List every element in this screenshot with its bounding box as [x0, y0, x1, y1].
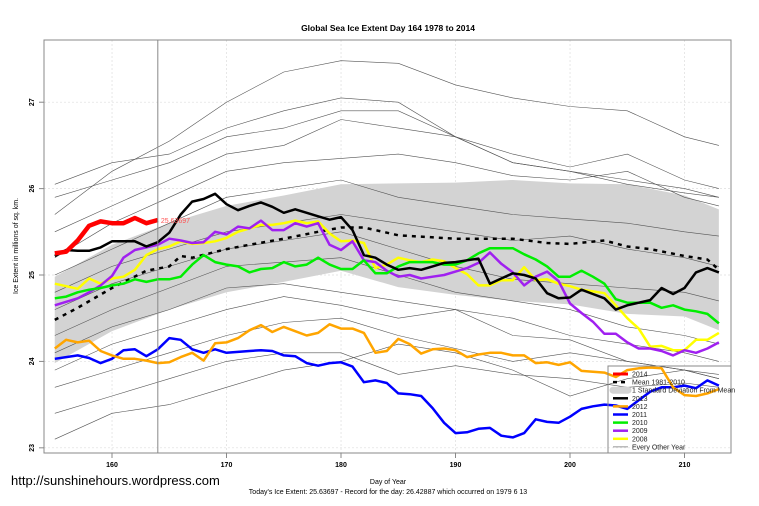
legend-label: 2014: [632, 372, 648, 379]
series-line-2013: [54, 192, 720, 311]
plot-frame: [43, 39, 732, 454]
legend-label: 2011: [632, 412, 647, 419]
x-tick-label: 160: [106, 462, 118, 469]
y-tick-label: 24: [29, 357, 36, 365]
other-year-line: [54, 343, 719, 440]
legend-label: 2012: [632, 404, 648, 411]
x-tick-label: 200: [564, 462, 576, 469]
series-line-2009: [54, 219, 720, 357]
mean-line: [54, 226, 720, 322]
other-year-line: [54, 179, 719, 276]
series-line-2014: [54, 215, 159, 256]
other-year-line: [54, 317, 719, 388]
legend-label: Mean 1981-2010: [632, 380, 685, 387]
series-line-2010: [54, 246, 720, 325]
other-year-line: [54, 60, 719, 215]
x-tick-label: 180: [335, 462, 347, 469]
x-axis-label: Day of Year: [370, 479, 407, 486]
other-year-line: [54, 257, 719, 345]
other-year-line: [54, 153, 719, 258]
legend-label: Every Other Year: [632, 444, 686, 451]
source-url[interactable]: http://sunshinehours.wordpress.com: [11, 473, 220, 488]
y-axis-label: Ice Extent in millions of sq. km.: [13, 198, 20, 294]
legend-label: 2009: [632, 428, 648, 435]
x-tick-label: 210: [679, 462, 691, 469]
other-year-line: [54, 97, 719, 189]
x-tick-label: 170: [221, 462, 233, 469]
x-tick-label: 190: [450, 462, 462, 469]
other-year-line: [54, 119, 719, 233]
subtitle: Today's Ice Extent: 25.63697 - Record fo…: [249, 489, 528, 496]
legend-label: 2010: [632, 420, 648, 427]
y-tick-label: 27: [29, 98, 36, 106]
legend-label: 2013: [632, 396, 648, 403]
y-tick-label: 26: [29, 185, 36, 193]
y-tick-label: 23: [29, 444, 36, 452]
legend-label: 1 Standard Deviation From Mean: [632, 388, 735, 395]
current-value-label: 25.63697: [161, 218, 190, 225]
y-tick-label: 25: [29, 271, 36, 279]
other-year-line: [54, 283, 719, 362]
other-year-line: [54, 214, 719, 293]
other-year-line: [54, 110, 719, 198]
legend-label: 2008: [632, 436, 648, 443]
chart-title: Global Sea Ice Extent Day 164 1978 to 20…: [301, 23, 475, 33]
legend-box: [607, 365, 732, 454]
